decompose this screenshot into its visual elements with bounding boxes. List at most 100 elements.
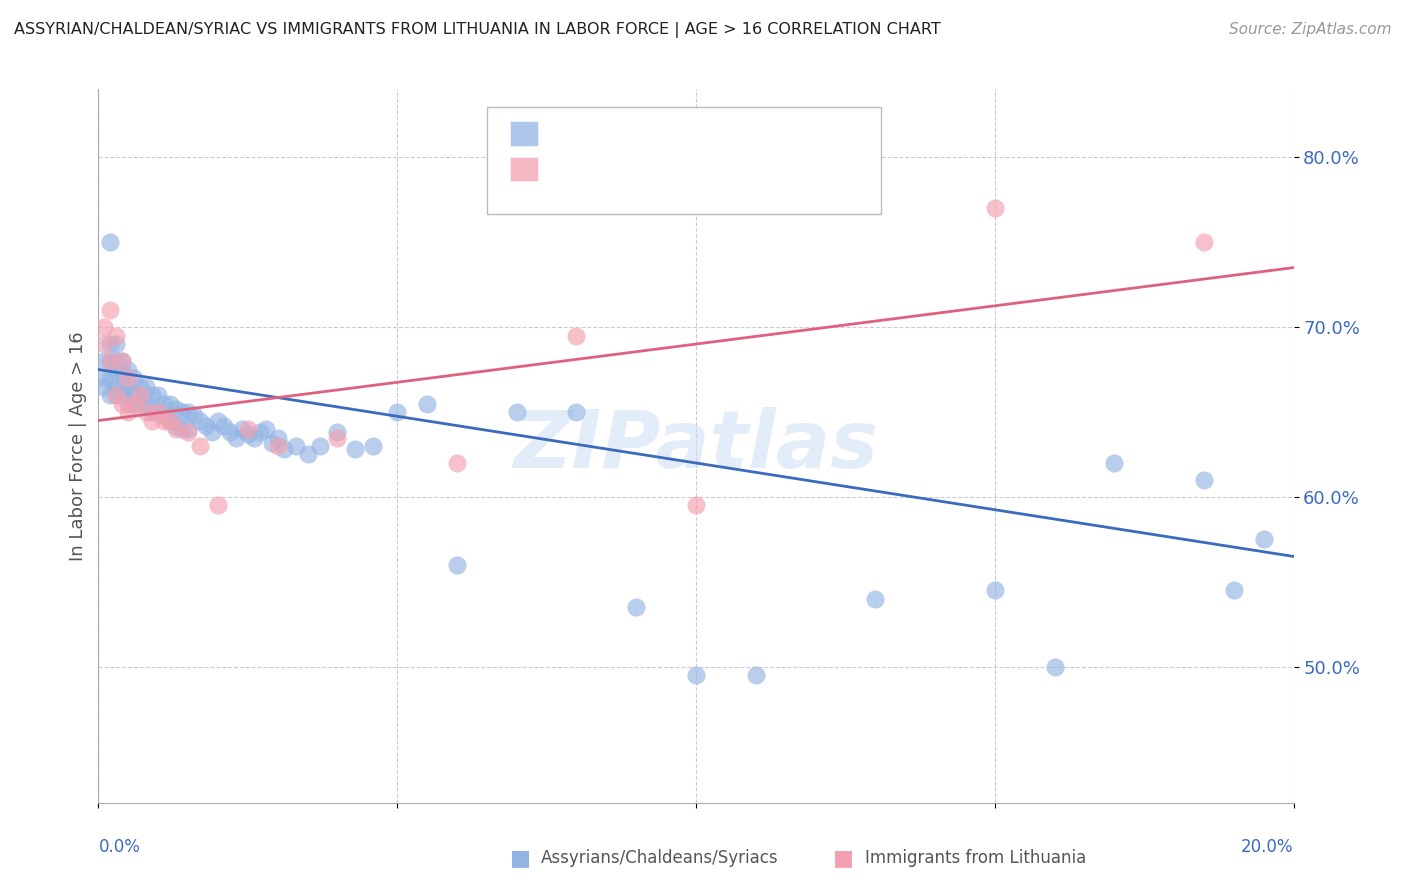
Point <box>141 413 163 427</box>
Point <box>172 422 194 436</box>
Point <box>117 371 139 385</box>
Point <box>165 401 187 416</box>
Point <box>153 413 176 427</box>
Point <box>98 388 122 402</box>
Text: Immigrants from Lithuania: Immigrants from Lithuania <box>865 849 1085 867</box>
Point <box>506 405 529 419</box>
Point <box>326 425 349 440</box>
Point <box>254 422 277 436</box>
Point <box>225 430 247 444</box>
FancyBboxPatch shape <box>486 107 882 214</box>
Text: ■: ■ <box>834 848 853 868</box>
Point <box>1192 473 1215 487</box>
Point <box>183 409 205 423</box>
Point <box>93 371 115 385</box>
Point <box>111 354 134 368</box>
Point <box>201 425 224 440</box>
Point <box>98 303 122 318</box>
Point <box>93 320 115 334</box>
Point <box>153 396 176 410</box>
Text: 0.0%: 0.0% <box>98 838 141 856</box>
Y-axis label: In Labor Force | Age > 16: In Labor Force | Age > 16 <box>69 331 87 561</box>
Point <box>93 379 115 393</box>
Point <box>177 422 200 436</box>
Point <box>105 362 128 376</box>
Point <box>148 388 170 402</box>
Point <box>148 405 170 419</box>
Point <box>159 396 181 410</box>
Point <box>124 388 146 402</box>
Point <box>188 439 211 453</box>
Point <box>117 362 139 376</box>
Point <box>172 405 194 419</box>
Point <box>124 371 146 385</box>
Point <box>207 499 229 513</box>
Text: ASSYRIAN/CHALDEAN/SYRIAC VS IMMIGRANTS FROM LITHUANIA IN LABOR FORCE | AGE > 16 : ASSYRIAN/CHALDEAN/SYRIAC VS IMMIGRANTS F… <box>14 22 941 38</box>
Point <box>93 337 115 351</box>
Point <box>177 405 200 419</box>
Point <box>135 396 157 410</box>
Point <box>111 354 134 368</box>
Point <box>308 439 330 453</box>
Text: Source: ZipAtlas.com: Source: ZipAtlas.com <box>1229 22 1392 37</box>
Point <box>446 558 468 572</box>
Point <box>685 668 707 682</box>
Point <box>135 405 157 419</box>
Point <box>117 379 139 393</box>
Point <box>745 668 768 682</box>
Point <box>135 379 157 393</box>
Point <box>236 422 259 436</box>
Point <box>236 427 259 442</box>
Point <box>165 418 187 433</box>
Point <box>165 422 187 436</box>
Point <box>1253 533 1275 547</box>
Text: ■: ■ <box>510 848 530 868</box>
Point <box>105 379 128 393</box>
Point <box>98 371 122 385</box>
Point <box>177 425 200 440</box>
Point <box>129 388 152 402</box>
Point <box>1104 456 1126 470</box>
Point <box>129 396 152 410</box>
Point <box>141 405 163 419</box>
Point <box>416 396 439 410</box>
Text: R = -0.332   N = 80: R = -0.332 N = 80 <box>553 121 776 140</box>
Point <box>93 354 115 368</box>
Point <box>129 388 152 402</box>
Point <box>117 405 139 419</box>
Point <box>273 442 295 457</box>
Point <box>267 430 290 444</box>
Point <box>194 418 218 433</box>
Point <box>159 413 181 427</box>
Point <box>105 328 128 343</box>
Point <box>124 396 146 410</box>
Point <box>1043 660 1066 674</box>
Point <box>111 379 134 393</box>
Point <box>565 328 588 343</box>
Point <box>212 418 235 433</box>
Point <box>284 439 307 453</box>
Point <box>111 396 134 410</box>
Point <box>105 354 128 368</box>
Point <box>385 405 409 419</box>
FancyBboxPatch shape <box>509 121 538 145</box>
Text: Assyrians/Chaldeans/Syriacs: Assyrians/Chaldeans/Syriacs <box>541 849 779 867</box>
Point <box>685 499 707 513</box>
Point <box>105 337 128 351</box>
Point <box>98 354 122 368</box>
Point <box>117 396 139 410</box>
Point <box>231 422 253 436</box>
Point <box>983 583 1005 598</box>
Point <box>344 442 367 457</box>
Text: R =  0.429   N = 29: R = 0.429 N = 29 <box>553 157 776 176</box>
Point <box>111 362 134 376</box>
Point <box>141 388 163 402</box>
Point <box>260 435 283 450</box>
Point <box>249 425 271 440</box>
Point <box>297 448 319 462</box>
Point <box>98 235 122 249</box>
Point <box>129 379 152 393</box>
Point <box>117 388 139 402</box>
Point <box>624 600 647 615</box>
Point <box>111 388 134 402</box>
